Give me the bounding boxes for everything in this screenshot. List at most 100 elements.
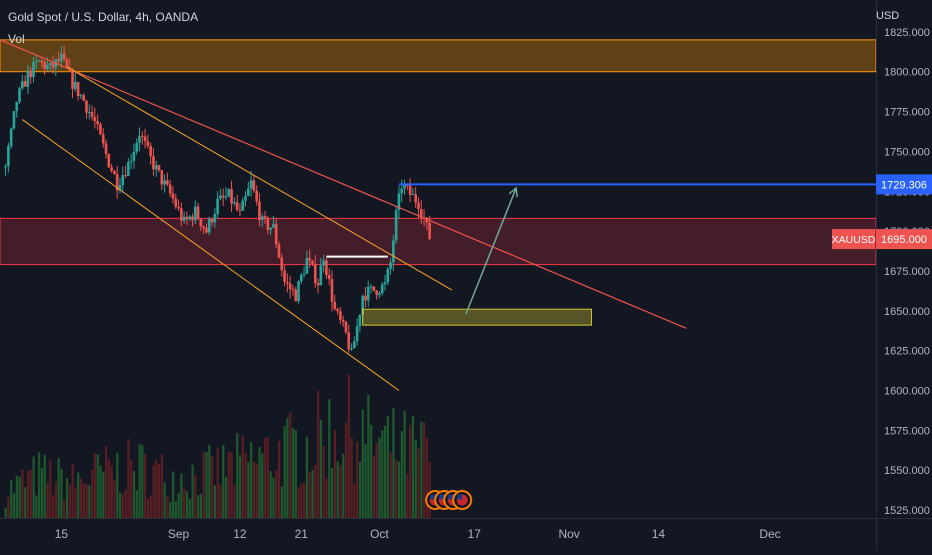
candle-body bbox=[305, 258, 309, 274]
volume-bar bbox=[238, 455, 242, 518]
volume-bar bbox=[255, 463, 258, 518]
candle-body bbox=[252, 180, 256, 191]
candle-body bbox=[146, 141, 150, 146]
volume-bar bbox=[417, 448, 420, 518]
volume-bar bbox=[425, 437, 429, 518]
candle-body bbox=[171, 193, 175, 199]
time-axis-tick-label: 12 bbox=[233, 527, 247, 541]
volume-bar bbox=[7, 496, 10, 518]
candle-body bbox=[283, 270, 286, 283]
volume-bar bbox=[308, 471, 311, 518]
volume-bar bbox=[230, 452, 233, 518]
volume-bar bbox=[264, 438, 267, 518]
volume-bar bbox=[194, 474, 197, 518]
candle-body bbox=[62, 53, 66, 60]
volume-bar bbox=[160, 454, 164, 518]
volume-bar bbox=[208, 444, 211, 518]
volume-bar bbox=[370, 425, 373, 518]
candle-body bbox=[99, 124, 102, 135]
volume-bar bbox=[99, 465, 102, 518]
candle-body bbox=[327, 274, 331, 280]
candle-body bbox=[311, 260, 314, 265]
volume-bar bbox=[233, 484, 236, 518]
volume-bar bbox=[52, 494, 55, 518]
candle-body bbox=[182, 216, 186, 221]
candle-body bbox=[135, 142, 139, 152]
volume-bar bbox=[222, 445, 225, 518]
volume-bar bbox=[26, 471, 30, 518]
candle-body bbox=[115, 174, 119, 191]
candle-body bbox=[400, 188, 404, 194]
volume-bar bbox=[283, 425, 286, 518]
volume-bar bbox=[339, 465, 342, 518]
candle-body bbox=[185, 216, 189, 219]
candle-body bbox=[132, 151, 136, 161]
volume-bar bbox=[375, 442, 378, 518]
candle-body bbox=[188, 216, 192, 219]
candle-body bbox=[372, 286, 376, 291]
candle-body bbox=[9, 128, 13, 146]
candlesticks bbox=[4, 45, 431, 353]
volume-bar bbox=[185, 491, 189, 518]
volume-bar bbox=[378, 437, 381, 518]
candle-body bbox=[96, 121, 99, 125]
candle-body bbox=[417, 202, 420, 210]
candle-body bbox=[297, 281, 300, 302]
candle-body bbox=[18, 88, 21, 102]
candle-body bbox=[93, 116, 97, 122]
candle-body bbox=[291, 289, 295, 291]
candle-body bbox=[110, 167, 113, 172]
candle-body bbox=[40, 60, 44, 63]
volume-bar bbox=[392, 407, 395, 518]
volume-bar bbox=[199, 493, 203, 518]
candle-body bbox=[216, 198, 219, 214]
candle-body bbox=[241, 200, 245, 211]
candle-body bbox=[213, 213, 217, 223]
time-axis-tick-label: Oct bbox=[370, 527, 389, 541]
volume-bar bbox=[49, 460, 52, 518]
candle-body bbox=[355, 326, 359, 342]
volume-bar bbox=[353, 483, 356, 518]
volume-bar bbox=[317, 390, 320, 518]
candle-body bbox=[87, 112, 91, 114]
volume-bar bbox=[314, 464, 317, 518]
time-axis-tick-label: Nov bbox=[558, 527, 579, 541]
candle-body bbox=[288, 283, 292, 290]
time-axis-tick-label: Sep bbox=[168, 527, 190, 541]
candle-body bbox=[339, 311, 342, 320]
volume-bar bbox=[141, 445, 144, 518]
candle-body bbox=[347, 332, 351, 350]
volume-bar bbox=[322, 445, 325, 518]
volume-bar bbox=[216, 447, 219, 518]
candle-body bbox=[90, 112, 94, 117]
volume-bar bbox=[121, 494, 124, 518]
candle-body bbox=[274, 223, 278, 245]
candle-body bbox=[230, 188, 233, 204]
price-axis-tick-label: 1550.000 bbox=[884, 465, 930, 477]
candle-body bbox=[403, 185, 406, 189]
volume-bar bbox=[29, 470, 32, 518]
price-axis-tick-label: 1800.000 bbox=[884, 67, 930, 79]
candle-body bbox=[174, 198, 178, 207]
volume-bar bbox=[347, 374, 350, 518]
candle-body bbox=[366, 286, 370, 301]
volume-bar bbox=[372, 455, 376, 518]
volume-bar bbox=[395, 460, 398, 518]
candle-body bbox=[266, 218, 270, 230]
candle-body bbox=[238, 209, 242, 211]
descending-trendline bbox=[0, 39, 687, 329]
candle-body bbox=[37, 60, 41, 62]
time-axis-tick-label: 15 bbox=[55, 527, 69, 541]
candle-body bbox=[138, 135, 141, 143]
volume-bar bbox=[266, 437, 270, 518]
candle-body bbox=[419, 209, 423, 218]
volume-bar bbox=[88, 485, 91, 518]
candle-body bbox=[127, 162, 130, 176]
volume-bar bbox=[155, 459, 158, 518]
volume-bar bbox=[358, 461, 362, 518]
volume-bar bbox=[205, 451, 208, 518]
volume-bar bbox=[330, 468, 334, 518]
